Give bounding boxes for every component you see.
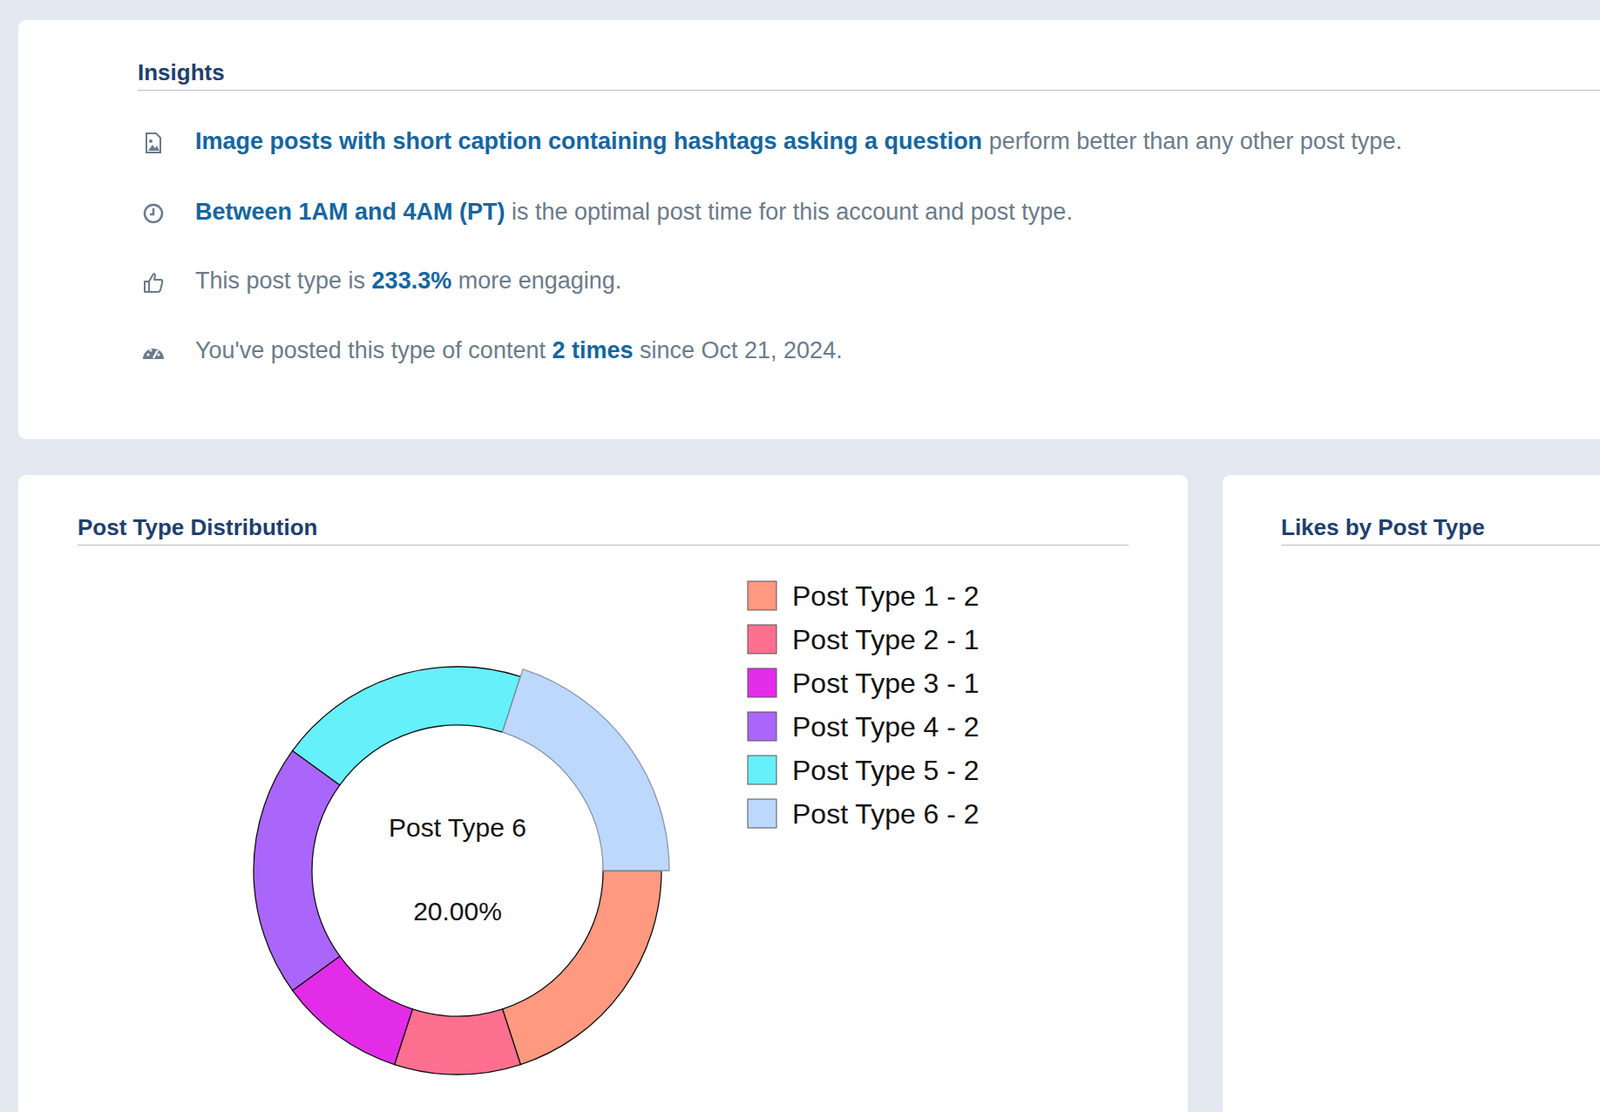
insight-icon [141,201,166,226]
insight-icon [141,270,166,295]
legend: Post Type 1 - 2 Post Type 2 - 1 Post Type … [747,580,980,830]
likes-card [1222,474,1600,1112]
donut-slice [502,870,662,1065]
insight-icon [141,130,166,156]
donut-slice [394,1009,522,1075]
icon-shape [144,204,163,223]
title-rule [77,544,1129,546]
legend-swatch [747,755,777,785]
insight-row: Between 1AM and 4AM (PT) is the optimal … [195,198,1073,226]
legend-swatch [747,581,777,611]
insight-text: You've posted this type of content [195,337,552,364]
insight-icon [141,339,166,365]
icon-shape [149,139,153,143]
donut-slice [292,955,414,1065]
legend-label: Post Type 5 - 2 [792,754,980,787]
chart-svg: Post Type 620.00%Post Type 1 - 2Post Typ… [0,0,1600,1112]
donut [253,666,670,1075]
legend-swatch [747,711,777,741]
insight-row: You've posted this type of content 2 tim… [195,337,843,365]
donut-slice [292,666,522,786]
donut-slice [253,750,340,990]
legend-label: Post Type 4 - 2 [792,711,980,743]
icon-shape [153,350,158,359]
insight-highlight: Between 1AM and 4AM (PT) [195,198,506,225]
legend-swatch [747,624,777,654]
insight-text: since Oct 21, 2024. [633,337,843,364]
center-label: Post Type 6 [388,813,527,842]
insight-highlight: Image posts with short caption containin… [195,128,983,155]
distribution-card [18,474,1188,1112]
icon-shape [149,348,152,352]
icon-shape [142,348,164,360]
legend-label: Post Type 1 - 2 [792,580,980,612]
insight-text: This post type is [195,267,373,294]
title-rule [1281,544,1600,546]
chart-title: Post Type Distribution [77,514,318,542]
legend-swatch [747,799,777,828]
legend-swatch [747,668,777,698]
insight-highlight: 233.3% [372,267,453,294]
insights-title: Insights [137,59,225,87]
icon-shape [146,352,150,356]
donut-slice [502,669,670,871]
insight-highlight: 2 times [551,337,633,364]
legend-label: Post Type 3 - 1 [792,667,980,699]
icon-shape [144,273,163,292]
center-value: 20.00% [413,896,502,926]
insight-text: perform better than any other post type. [982,128,1403,155]
insight-row: This post type is 233.3% more engaging. [195,267,622,295]
legend-label: Post Type 6 - 2 [792,798,980,830]
likes-title: Likes by Post Type [1281,514,1485,542]
insight-text: more engaging. [451,267,622,294]
icon-shape [146,133,161,153]
icon-shape [156,352,160,356]
insights-card [18,20,1600,440]
insight-row: Image posts with short caption containin… [195,128,1403,156]
title-rule [137,89,1600,91]
legend-label: Post Type 2 - 1 [792,623,980,656]
insight-text: is the optimal post time for this accoun… [505,198,1073,225]
icon-shape [148,144,160,151]
icon-shape [149,208,154,215]
